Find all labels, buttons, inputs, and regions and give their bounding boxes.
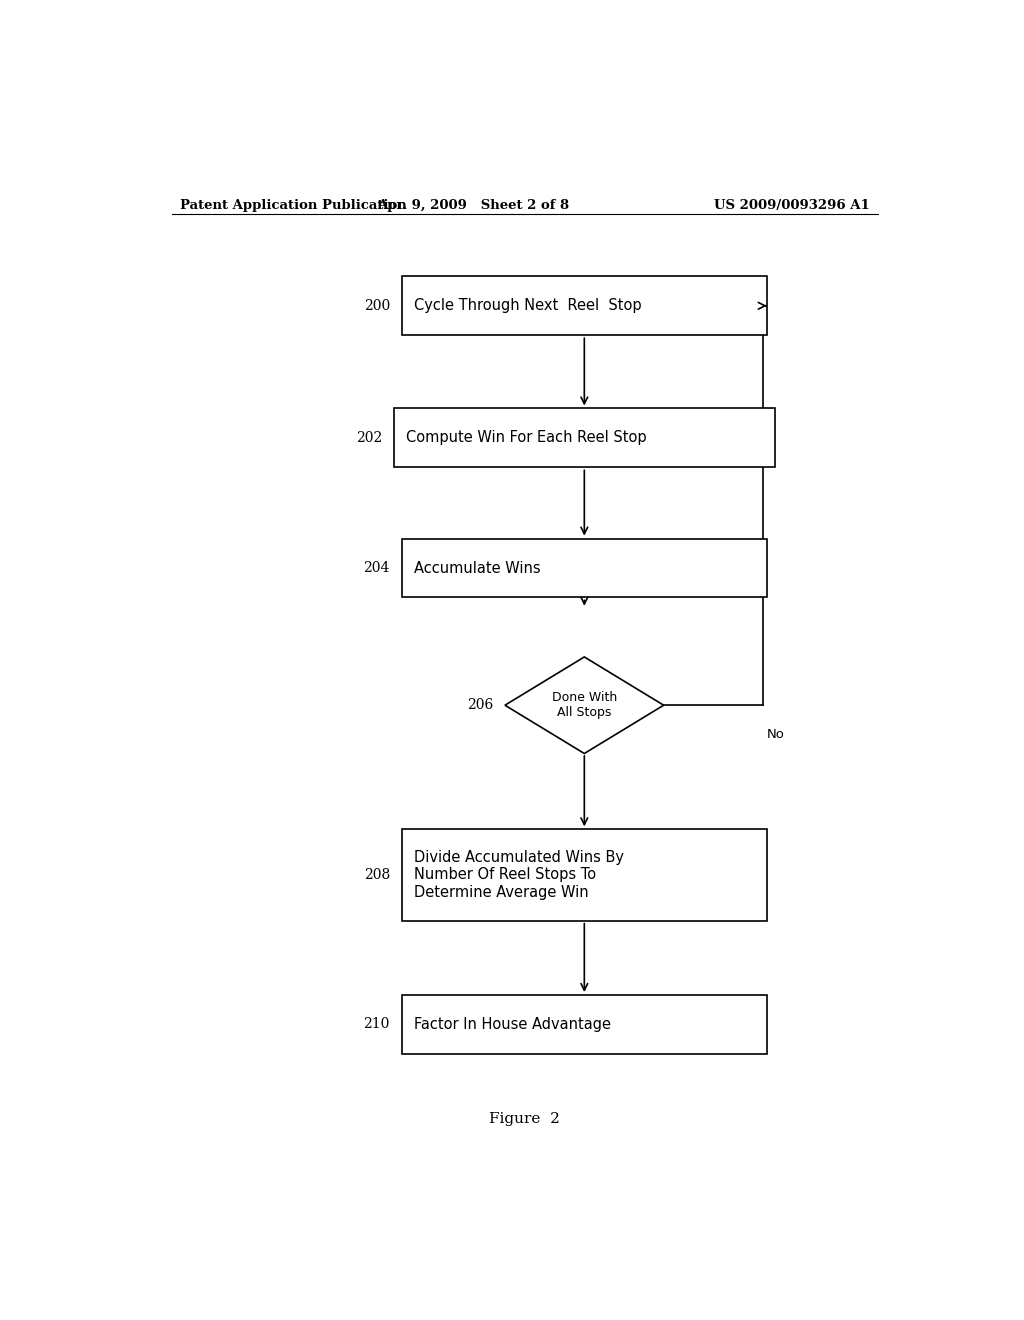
Text: Factor In House Advantage: Factor In House Advantage [414, 1016, 610, 1032]
Text: Apr. 9, 2009   Sheet 2 of 8: Apr. 9, 2009 Sheet 2 of 8 [377, 199, 569, 213]
Text: US 2009/0093296 A1: US 2009/0093296 A1 [715, 199, 870, 213]
Text: 204: 204 [364, 561, 390, 576]
Text: 206: 206 [467, 698, 494, 713]
Text: No: No [767, 727, 784, 741]
Text: 200: 200 [364, 298, 390, 313]
Text: Compute Win For Each Reel Stop: Compute Win For Each Reel Stop [406, 430, 646, 445]
Bar [401, 995, 767, 1053]
Text: 210: 210 [364, 1018, 390, 1031]
Text: Cycle Through Next  Reel  Stop: Cycle Through Next Reel Stop [414, 298, 641, 313]
Bar [401, 276, 767, 335]
Text: Done With
All Stops: Done With All Stops [552, 692, 616, 719]
Text: Patent Application Publication: Patent Application Publication [179, 199, 407, 213]
Text: Figure  2: Figure 2 [489, 1111, 560, 1126]
Bar [401, 829, 767, 921]
Bar [401, 539, 767, 598]
Polygon shape [505, 657, 664, 754]
Text: Divide Accumulated Wins By
Number Of Reel Stops To
Determine Average Win: Divide Accumulated Wins By Number Of Ree… [414, 850, 624, 900]
Text: 208: 208 [364, 869, 390, 882]
Bar [394, 408, 775, 467]
Text: Accumulate Wins: Accumulate Wins [414, 561, 541, 576]
Text: 202: 202 [355, 430, 382, 445]
